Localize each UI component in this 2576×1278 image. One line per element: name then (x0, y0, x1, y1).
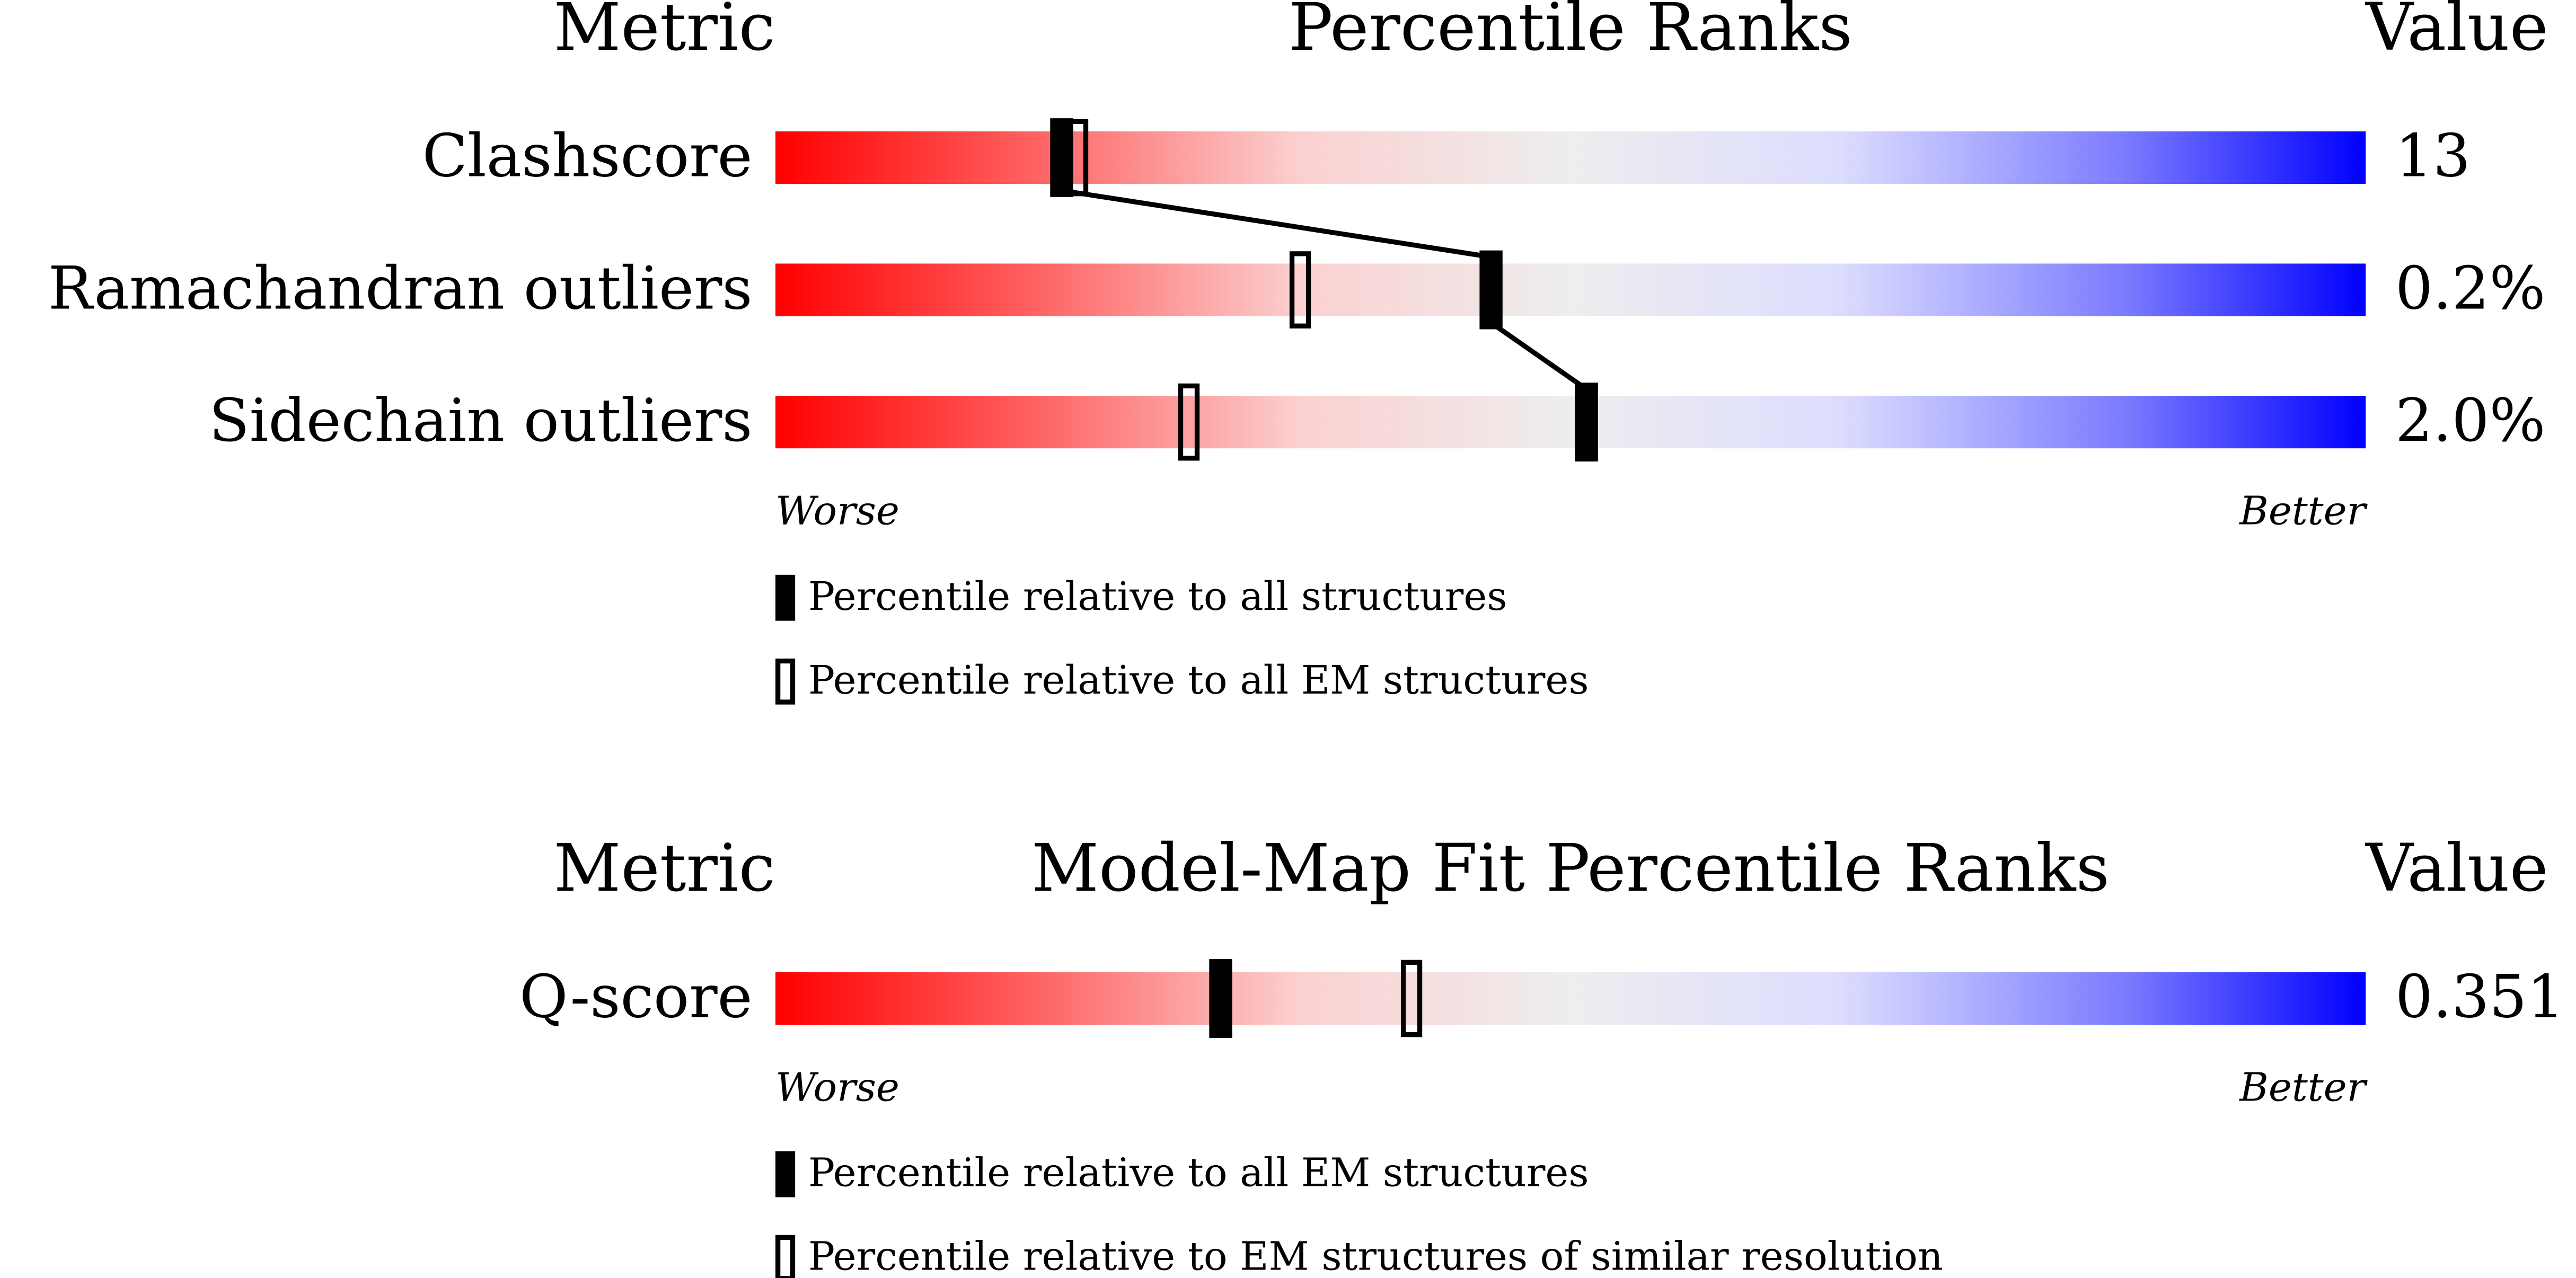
slider-bar (775, 972, 2366, 1025)
metric-value: 0.2% (2395, 254, 2545, 323)
better-label: Better (2238, 488, 2368, 534)
metric-label: Q-score (519, 963, 753, 1032)
better-label: Better (2238, 1064, 2368, 1110)
legend-label: Percentile relative to all structures (808, 573, 1507, 619)
legend-label: Percentile relative to EM structures of … (808, 1233, 1943, 1278)
legend-icon (775, 1235, 796, 1278)
connector (1489, 321, 1588, 392)
header-title: Percentile Ranks (1289, 0, 1852, 66)
header-value: Value (2365, 0, 2548, 66)
metric-value: 13 (2395, 122, 2471, 191)
slider-bar (775, 131, 2366, 184)
marker-open (1178, 383, 1200, 461)
worse-label: Worse (775, 1064, 899, 1110)
marker-filled (1575, 383, 1598, 462)
metric-label: Clashscore (422, 122, 753, 191)
header-title: Model-Map Fit Percentile Ranks (1031, 830, 2110, 907)
metric-value: 2.0% (2395, 386, 2545, 455)
slider-bar (775, 395, 2366, 449)
worse-label: Worse (775, 488, 899, 534)
marker-open (1066, 119, 1089, 197)
legend-icon (775, 574, 796, 621)
metric-value: 0.351 (2395, 963, 2564, 1032)
marker-filled (1209, 959, 1232, 1038)
marker-open (1289, 251, 1311, 329)
legend-label: Percentile relative to all EM structures (808, 1150, 1589, 1196)
connector (1061, 188, 1492, 260)
header-value: Value (2365, 830, 2548, 907)
legend-icon (775, 658, 796, 705)
legend-icon (775, 1151, 796, 1197)
metric-label: Sidechain outliers (209, 386, 752, 455)
marker-open (1400, 960, 1423, 1037)
marker-filled (1479, 250, 1503, 330)
header-metric: Metric (553, 0, 775, 66)
metric-label: Ramachandran outliers (48, 254, 753, 323)
slider-bar (775, 263, 2366, 316)
legend-label: Percentile relative to all EM structures (808, 657, 1589, 703)
header-metric: Metric (553, 830, 775, 907)
